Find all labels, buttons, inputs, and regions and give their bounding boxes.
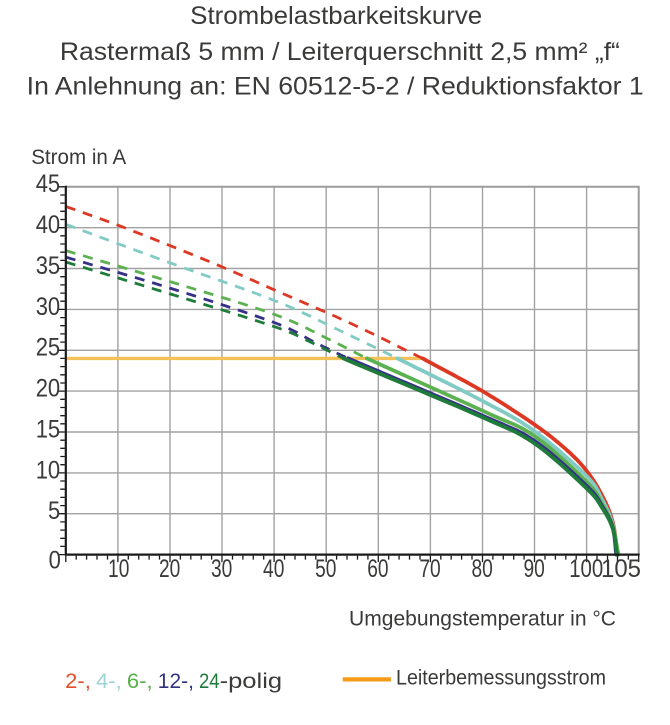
svg-text:6-,: 6-,	[127, 670, 153, 693]
svg-text:20: 20	[36, 375, 61, 403]
svg-text:30: 30	[211, 555, 232, 583]
svg-text:20: 20	[159, 555, 180, 583]
svg-text:15: 15	[36, 415, 61, 443]
svg-text:25: 25	[36, 334, 61, 362]
svg-text:35: 35	[36, 252, 61, 280]
svg-text:30: 30	[36, 293, 61, 321]
svg-text:12-,: 12-,	[158, 670, 194, 693]
svg-text:70: 70	[419, 555, 440, 583]
svg-text:Leiterbemessungsstrom: Leiterbemessungsstrom	[396, 667, 606, 690]
svg-text:10: 10	[108, 555, 129, 583]
svg-text:Umgebungstemperatur in °C: Umgebungstemperatur in °C	[349, 608, 616, 631]
svg-text:40: 40	[263, 555, 284, 583]
svg-text:Rastermaß 5 mm / Leiterquersch: Rastermaß 5 mm / Leiterquerschnitt 2,5 m…	[60, 38, 620, 66]
svg-text:4-,: 4-,	[96, 670, 122, 693]
svg-text:2-,: 2-,	[65, 670, 91, 693]
svg-text:80: 80	[471, 555, 492, 583]
svg-text:5: 5	[48, 497, 60, 525]
svg-text:60: 60	[367, 555, 388, 583]
svg-text:45: 45	[36, 170, 61, 198]
svg-text:24: 24	[199, 670, 220, 693]
svg-text:105: 105	[601, 555, 641, 583]
svg-text:-polig: -polig	[220, 670, 283, 693]
svg-text:90: 90	[523, 555, 544, 583]
svg-text:0: 0	[49, 547, 61, 575]
svg-text:In Anlehnung an: EN 60512-5-2: In Anlehnung an: EN 60512-5-2 / Reduktio…	[27, 72, 644, 100]
svg-text:40: 40	[36, 211, 61, 239]
svg-text:50: 50	[315, 555, 336, 583]
svg-text:100: 100	[569, 555, 603, 583]
svg-text:Strom in A: Strom in A	[31, 146, 126, 169]
svg-text:10: 10	[36, 456, 61, 484]
svg-text:Strombelastbarkeitskurve: Strombelastbarkeitskurve	[190, 2, 482, 30]
